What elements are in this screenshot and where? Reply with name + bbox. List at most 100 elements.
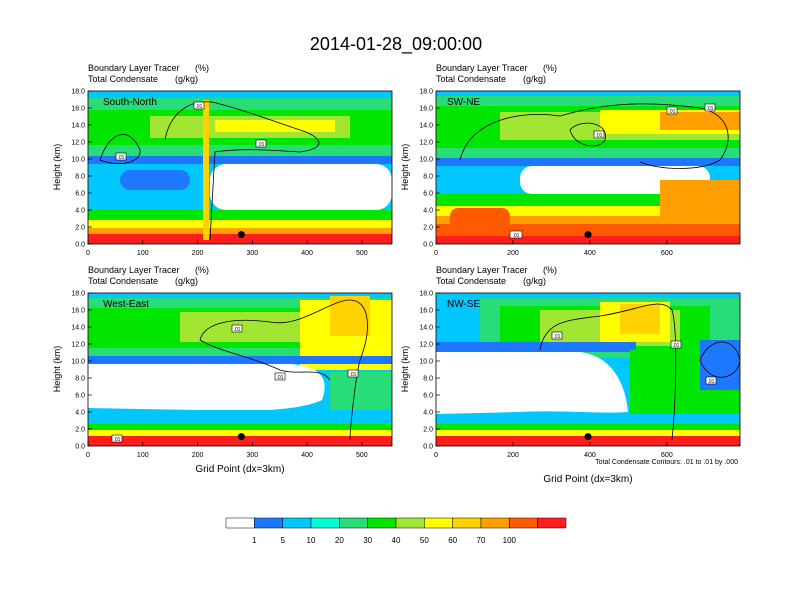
y-tick-label: 2.0 — [423, 225, 433, 232]
plot-area — [88, 293, 392, 446]
colorbar-swatch — [424, 517, 453, 529]
contour-label: .01 — [350, 372, 357, 378]
x-ticks: 0 200 400 600 — [434, 442, 673, 459]
x-axis-label: Grid Point (dx=3km) — [543, 474, 632, 485]
contour-label: .01 — [277, 375, 284, 381]
contour-label-box — [509, 230, 523, 239]
condensate-contour — [199, 339, 331, 381]
colorbar-swatch — [367, 517, 397, 529]
colorbar-label: 60 — [448, 536, 457, 545]
clear-region — [120, 170, 190, 190]
y-axis-label: Height (km) — [400, 346, 410, 393]
y-tick-label: 12.0 — [71, 140, 85, 147]
level-band — [450, 208, 510, 244]
clear-region — [436, 352, 628, 414]
y-ticks: 0.0 2.0 4.0 6.0 8.0 10.0 12.0 14.0 16.0 18.0 — [419, 89, 440, 249]
x-tick-label: 500 — [356, 452, 368, 459]
contour-label: .01 — [196, 104, 203, 110]
colorbar-swatch — [509, 517, 538, 529]
y-tick-label: 10.0 — [419, 359, 433, 366]
panel-left-string-1: Boundary Layer Tracer — [436, 265, 528, 275]
colorbar-label: 100 — [503, 536, 517, 545]
clear-region — [210, 164, 392, 210]
x-tick-label: 200 — [192, 250, 204, 257]
colorbar-swatch — [282, 517, 312, 529]
panel-label: South-North — [103, 97, 157, 108]
y-tick-label: 14.0 — [419, 325, 433, 332]
y-ticks: 0.0 2.0 4.0 6.0 8.0 10.0 12.0 14.0 16.0 18.0 — [71, 291, 92, 451]
colorbar-swatch — [310, 517, 340, 529]
contour-label-box — [231, 324, 243, 333]
level-band — [620, 304, 660, 334]
y-tick-label: 18.0 — [71, 291, 85, 298]
level-band — [660, 180, 740, 224]
y-tick-label: 12.0 — [419, 140, 433, 147]
y-axis-label: Height (km) — [400, 144, 410, 191]
level-band — [436, 414, 740, 426]
x-tick-label: 100 — [137, 250, 149, 257]
contour-label-box — [705, 376, 717, 385]
contour-label-box — [551, 331, 563, 340]
level-band — [88, 356, 392, 364]
plot-area — [436, 91, 740, 244]
y-tick-label: 8.0 — [75, 376, 85, 383]
colorbar-label: 1 — [252, 536, 257, 545]
y-tick-label: 6.0 — [75, 191, 85, 198]
plot-frame — [87, 90, 393, 245]
y-tick-label: 18.0 — [71, 89, 85, 96]
x-ticks: 0 100 200 300 400 500 — [86, 442, 368, 459]
panel-right-string-1: (%) — [543, 265, 557, 275]
contour-label: .01 — [596, 133, 603, 139]
panel-left-string-1: Boundary Layer Tracer — [436, 63, 528, 73]
colorbar-label: 10 — [307, 536, 316, 545]
y-tick-label: 6.0 — [423, 191, 433, 198]
contour-label-box — [593, 130, 605, 139]
x-ticks: 0 200 400 600 — [434, 240, 673, 257]
colorbar-label: 40 — [392, 536, 401, 545]
contour-label-box — [704, 103, 716, 112]
panel-nw-se: Boundary Layer Tracer (%) Total Condensa… — [400, 265, 741, 485]
y-tick-label: 8.0 — [75, 174, 85, 181]
level-band — [660, 112, 740, 130]
x-tick-label: 500 — [356, 250, 368, 257]
y-tick-label: 16.0 — [419, 308, 433, 315]
y-tick-label: 16.0 — [71, 308, 85, 315]
y-tick-label: 4.0 — [423, 208, 433, 215]
y-tick-label: 10.0 — [71, 359, 85, 366]
y-tick-label: 8.0 — [423, 174, 433, 181]
level-band — [436, 342, 636, 352]
panel-right-string-1: (%) — [195, 63, 209, 73]
level-band — [436, 424, 740, 432]
contour-label: .01 — [234, 327, 241, 333]
panel-left-string-1: Boundary Layer Tracer — [88, 63, 180, 73]
panel-right-string-1: (%) — [543, 63, 557, 73]
contour-label: .01 — [513, 233, 520, 239]
x-ticks: 0 100 200 300 400 500 — [86, 240, 368, 257]
x-tick-label: 400 — [584, 250, 596, 257]
plot-area — [88, 91, 392, 244]
panel-left-string-1: Boundary Layer Tracer — [88, 265, 180, 275]
panel-left-string-2: Total Condensate — [88, 74, 158, 84]
contour-label: .01 — [114, 437, 121, 443]
y-tick-label: 0.0 — [423, 242, 433, 249]
y-tick-label: 8.0 — [423, 376, 433, 383]
colorbar-label: 30 — [363, 536, 372, 545]
y-ticks: 0.0 2.0 4.0 6.0 8.0 10.0 12.0 14.0 16.0 18.0 — [71, 89, 92, 249]
contour-label: .01 — [258, 142, 265, 148]
level-band — [436, 158, 740, 166]
plot-area — [436, 293, 740, 446]
x-tick-label: 200 — [507, 250, 519, 257]
x-tick-label: 600 — [661, 452, 673, 459]
x-tick-label: 100 — [137, 452, 149, 459]
panel-left-string-2: Total Condensate — [88, 276, 158, 286]
contour-label-box — [347, 369, 359, 378]
y-ticks: 0.0 2.0 4.0 6.0 8.0 10.0 12.0 14.0 16.0 18.0 — [419, 291, 440, 451]
x-tick-label: 400 — [301, 452, 313, 459]
y-tick-label: 4.0 — [75, 410, 85, 417]
colorbar-swatch — [225, 517, 255, 529]
condensate-contour — [539, 303, 677, 441]
level-band — [88, 410, 392, 426]
level-band — [436, 236, 740, 244]
y-tick-label: 6.0 — [75, 393, 85, 400]
